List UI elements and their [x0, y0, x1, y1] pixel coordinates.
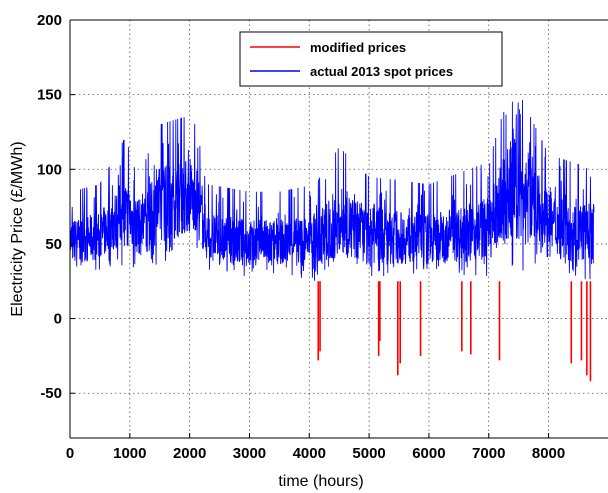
x-tick-label: 6000: [412, 445, 445, 462]
legend-label-actual-spot-prices: actual 2013 spot prices: [310, 64, 453, 79]
x-tick-label: 0: [66, 445, 74, 462]
x-tick-label: 7000: [472, 445, 505, 462]
y-axis-label: Electricity Price (£/MWh): [9, 141, 26, 316]
series-line-actual-2013-spot-prices: [69, 100, 595, 281]
x-tick-label: 5000: [352, 445, 385, 462]
series-actual-2013-spot-prices: [69, 100, 595, 281]
x-tick-label: 8000: [532, 445, 565, 462]
y-tick-label: 200: [37, 12, 62, 29]
series-modified-prices: [317, 281, 592, 382]
y-ticks: 200 150 100 50 0 -50: [37, 12, 75, 402]
legend-box: [239, 31, 503, 87]
x-tick-label: 4000: [293, 445, 326, 462]
y-tick-label: 150: [37, 87, 62, 104]
x-ticks: 0 1000 2000 3000 4000 5000 6000 7000 8000: [66, 433, 565, 462]
y-tick-label: 100: [37, 161, 62, 178]
y-tick-label: -50: [40, 385, 62, 402]
x-tick-label: 1000: [113, 445, 146, 462]
x-axis-label: time (hours): [278, 473, 363, 490]
legend: modified prices actual 2013 spot prices: [239, 31, 503, 87]
legend-label-modified-prices: modified prices: [310, 40, 406, 55]
y-tick-label: 0: [54, 311, 62, 328]
x-tick-label: 3000: [233, 445, 266, 462]
x-tick-label: 2000: [173, 445, 206, 462]
axes: [69, 19, 608, 439]
y-tick-label: 50: [45, 236, 62, 253]
